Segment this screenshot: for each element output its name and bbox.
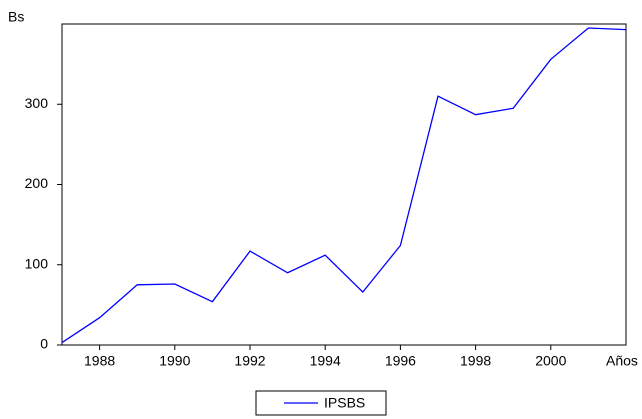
x-tick-label: 1988: [84, 353, 115, 369]
x-tick-label: 1990: [159, 353, 190, 369]
x-tick-label: 1998: [460, 353, 491, 369]
x-tick-label: 1992: [234, 353, 265, 369]
x-axis-label: Años: [606, 353, 638, 369]
y-tick-label: 100: [25, 255, 49, 271]
x-tick-label: 1996: [385, 353, 416, 369]
x-tick-label: 2000: [535, 353, 566, 369]
y-tick-label: 0: [40, 336, 48, 352]
y-axis-label: Bs: [8, 9, 24, 25]
legend-box: [255, 390, 387, 416]
x-tick-label: 1994: [310, 353, 341, 369]
data-line: [61, 27, 627, 344]
y-tick-label: 200: [25, 175, 49, 191]
y-tick-label: 300: [25, 95, 49, 111]
legend-label: IPSBS: [324, 395, 365, 411]
